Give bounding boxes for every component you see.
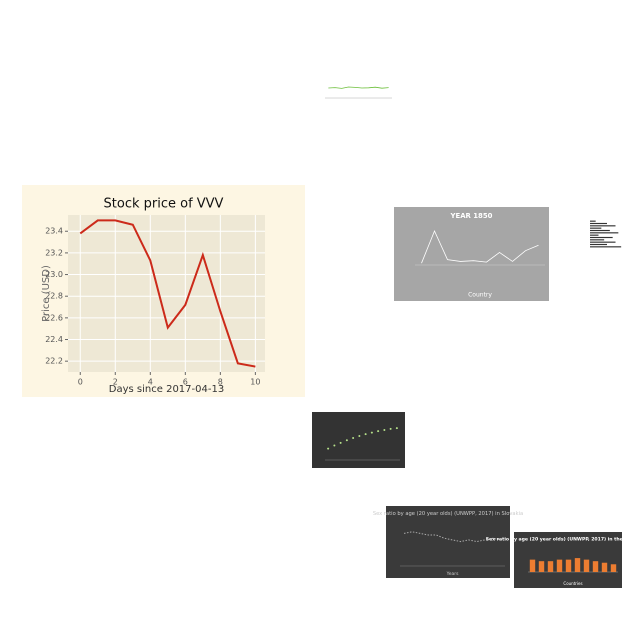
bar: [590, 222, 607, 225]
x-tick-label: 8: [218, 378, 223, 387]
bar: [601, 562, 608, 572]
bar: [590, 246, 622, 248]
chart-background: [394, 207, 549, 301]
bar: [590, 239, 605, 241]
y-tick-label: 22.6: [45, 313, 63, 322]
bar: [547, 561, 554, 572]
x-axis-label: Countries: [563, 581, 582, 586]
bar: [590, 229, 610, 232]
chart-title: Stock price of VVV: [104, 197, 224, 212]
data-point: [395, 427, 398, 430]
data-point: [377, 430, 380, 433]
bar: [590, 232, 619, 234]
bar: [583, 559, 590, 572]
chart-title: Sex ratio by age (20 year olds) (UNWPP, …: [486, 537, 640, 543]
bar: [590, 243, 607, 246]
bar: [556, 559, 563, 572]
data-line: [421, 229, 539, 264]
y-tick-label: 23.2: [45, 248, 63, 257]
data-point: [333, 444, 336, 447]
bar: [538, 561, 545, 572]
x-tick-label: 4: [148, 378, 153, 387]
data-point: [364, 433, 367, 436]
x-axis-label: Country: [468, 292, 492, 299]
data-point: [389, 427, 392, 430]
x-tick-label: 2: [113, 378, 118, 387]
bar: [590, 241, 616, 243]
y-axis-label: Price (USD): [41, 265, 52, 322]
bar: [590, 236, 613, 239]
bar: [592, 561, 599, 572]
data-point: [345, 439, 348, 442]
x-axis-label: Years: [446, 571, 460, 577]
bar: [565, 559, 572, 572]
plot-background: [68, 215, 265, 372]
x-tick-label: 6: [183, 378, 188, 387]
data-point: [383, 428, 386, 431]
data-line: [79, 219, 256, 368]
chart-background: [570, 216, 626, 252]
bar: [590, 234, 599, 236]
bar: [574, 558, 581, 572]
bar: [610, 564, 617, 572]
y-tick-label: 22.4: [45, 335, 63, 344]
bar: [590, 220, 596, 222]
bar: [590, 225, 616, 227]
data-point: [327, 447, 330, 450]
x-tick-label: 0: [78, 378, 83, 387]
data-point: [370, 431, 373, 434]
data-point: [358, 435, 361, 438]
chart-title: Sex ratio by age (20 year olds) (UNWPP, …: [373, 511, 523, 517]
y-tick-label: 23.4: [45, 227, 63, 236]
y-tick-label: 22.2: [45, 357, 63, 366]
y-tick-label: 22.8: [45, 292, 63, 301]
data-line: [328, 86, 389, 89]
data-point: [339, 441, 342, 444]
chart-background: [310, 64, 396, 118]
bar: [590, 227, 602, 229]
y-tick-label: 23.0: [45, 270, 63, 279]
x-axis-label: Days since 2017-04-13: [109, 384, 224, 395]
chart-background: [312, 412, 405, 468]
data-line: [403, 531, 502, 543]
bar: [529, 559, 536, 572]
data-point: [352, 436, 355, 439]
chart-title: YEAR 1850: [450, 212, 493, 220]
x-tick-label: 10: [250, 378, 260, 387]
